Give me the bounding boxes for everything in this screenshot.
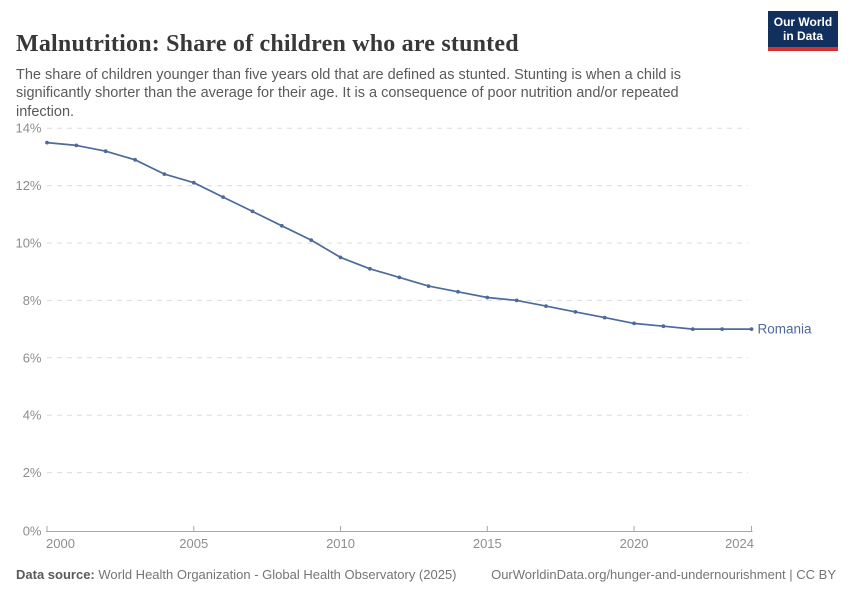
data-point [514, 298, 519, 303]
romania-line [46, 141, 753, 330]
y-axis-tick-label: 0% [23, 524, 42, 539]
y-axis-tick-label: 10% [15, 236, 41, 251]
x-axis-tick-label: 2024 [725, 536, 754, 551]
data-point [45, 140, 49, 145]
data-point [221, 195, 226, 200]
data-point [632, 321, 636, 326]
data-point [309, 238, 314, 243]
data-point [544, 304, 548, 308]
x-axis-tick-label: 2010 [326, 536, 355, 551]
data-point [602, 315, 607, 320]
x-axis-tick-label: 2015 [473, 536, 502, 551]
owid-logo[interactable]: Our World in Data [768, 11, 838, 51]
chart-subtitle: The share of children younger than five … [16, 66, 681, 121]
data-point [191, 180, 196, 185]
data-source: Data source: World Health Organization -… [16, 567, 457, 582]
y-axis-tick-label: 2% [23, 465, 42, 480]
series-label-romania[interactable]: Romania [758, 322, 813, 337]
y-axis-tick-label: 12% [15, 178, 41, 193]
data-source-label: Data source: [16, 567, 95, 582]
data-point [103, 149, 108, 154]
data-point [162, 172, 167, 177]
owid-url-link[interactable]: OurWorldinData.org/hunger-and-undernouri… [491, 567, 836, 582]
data-source-text: World Health Organization - Global Healt… [94, 567, 457, 582]
data-point [250, 209, 255, 214]
chart-title: Malnutrition: Share of children who are … [16, 31, 519, 58]
data-point [397, 275, 402, 280]
data-point [661, 324, 666, 329]
data-point [720, 327, 724, 331]
data-point [456, 289, 460, 294]
x-axis-tick-label: 2005 [179, 536, 208, 551]
y-axis-tick-label: 8% [23, 293, 42, 308]
chart-footer: Data source: World Health Organization -… [0, 567, 850, 587]
data-point [74, 143, 79, 148]
x-axis-tick-label: 2000 [46, 536, 75, 551]
y-axis-tick-label: 14% [15, 121, 41, 136]
data-point [426, 284, 431, 288]
data-point [279, 223, 284, 228]
y-axis-tick-label: 4% [23, 408, 42, 423]
x-axis-tick-label: 2020 [620, 536, 649, 551]
y-axis-tick-label: 6% [23, 350, 42, 365]
data-point [368, 266, 372, 271]
data-point [749, 327, 754, 331]
data-point [133, 157, 138, 162]
data-point [690, 327, 695, 331]
data-point [573, 310, 578, 314]
owid-logo-line1: Our World [773, 15, 833, 29]
data-point [338, 255, 343, 260]
data-point [485, 295, 490, 300]
owid-logo-line2: in Data [782, 29, 823, 43]
